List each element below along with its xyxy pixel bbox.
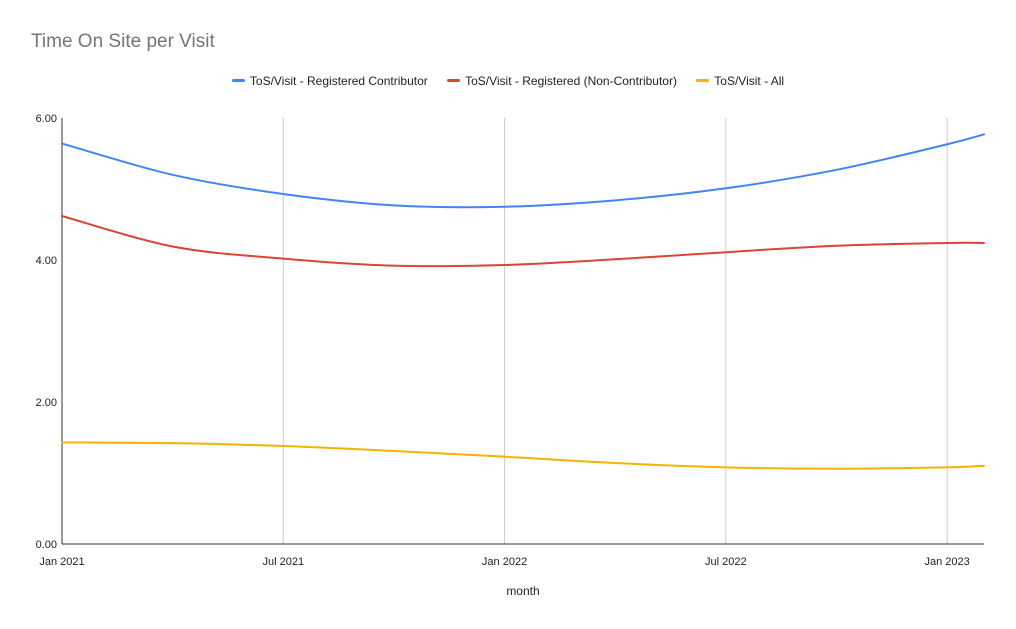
x-tick-label: Jan 2022 [482,556,527,568]
series-line-0 [61,133,985,209]
legend-item-series-1[interactable]: ToS/Visit - Registered (Non-Contributor) [447,74,677,88]
y-tick-label: 4.00 [36,255,57,267]
legend-swatch-series-1 [447,79,461,83]
legend-label-series-2: ToS/Visit - All [714,74,785,88]
y-tick-label: 6.00 [36,113,57,125]
x-tick-label: Jan 2023 [924,556,969,568]
chart-title: Time On Site per Visit [31,31,215,52]
x-tick-label: Jul 2021 [262,556,304,568]
legend: ToS/Visit - Registered Contributor ToS/V… [0,74,1016,88]
legend-item-series-0[interactable]: ToS/Visit - Registered Contributor [231,74,428,88]
legend-swatch-series-2 [696,79,710,83]
legend-label-series-0: ToS/Visit - Registered Contributor [249,74,428,88]
legend-label-series-1: ToS/Visit - Registered (Non-Contributor) [465,74,677,88]
series-line-2 [61,441,985,470]
x-axis-title: month [506,584,540,598]
legend-item-series-2[interactable]: ToS/Visit - All [696,74,784,88]
x-tick-label: Jul 2022 [705,556,747,568]
y-tick-label: 2.00 [36,397,57,409]
series-line-1 [61,214,985,268]
x-tick-label: Jan 2021 [39,556,84,568]
legend-swatch-series-0 [231,79,245,83]
y-tick-label: 0.00 [36,539,57,551]
